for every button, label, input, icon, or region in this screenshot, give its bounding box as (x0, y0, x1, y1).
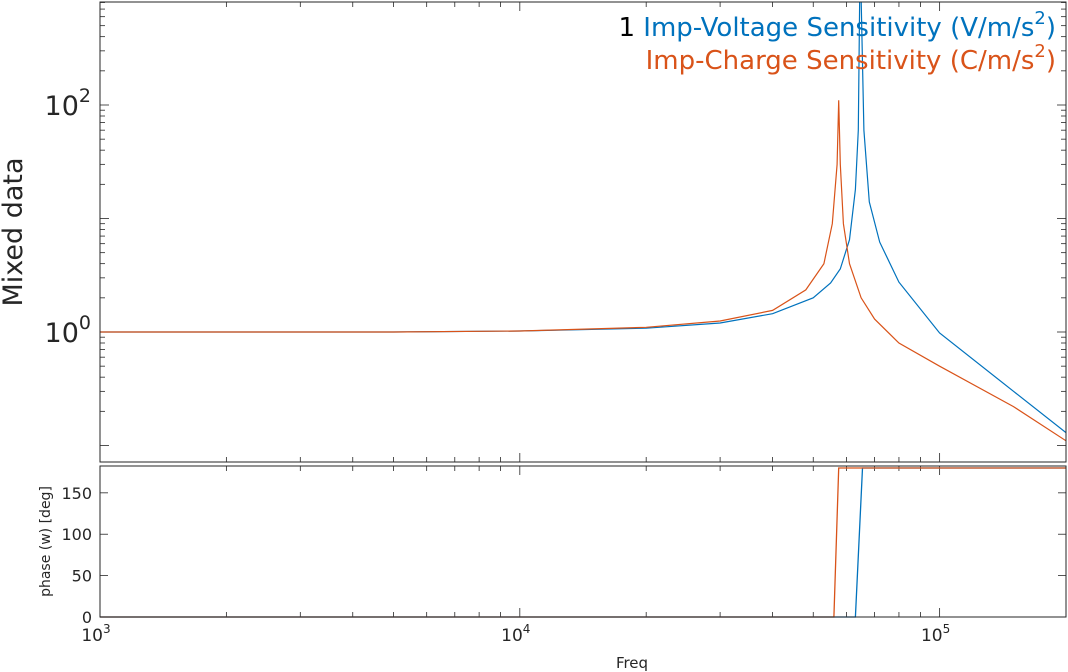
x-tick-label: 105 (921, 622, 950, 646)
magnitude-panel: Mixed data 100 102 1 Imp-Voltage Sensitiv… (0, 1, 1067, 463)
phase-ticks (99, 466, 1067, 618)
x-tick-labels: 103 104 105 (81, 622, 950, 646)
phase-series-line-2 (100, 467, 1066, 618)
phase-panel: phase (w) [deg] Freq 0 50 100 150 103 104 105 (38, 465, 1067, 672)
legend-entry-1: 1 Imp-Voltage Sensitivity (V/m/s2) (618, 8, 1056, 43)
y-tick-label: 102 (45, 85, 91, 122)
phase-y-axis-label: phase (w) [deg] (38, 486, 54, 597)
x-tick-label: 104 (501, 622, 530, 646)
magnitude-series-line-2 (100, 100, 1066, 442)
y-tick-label: 100 (61, 525, 92, 544)
y-tick-label: 0 (82, 608, 92, 627)
legend-prefix: 1 (618, 13, 643, 43)
magnitude-series-lines (100, 2, 1066, 442)
x-tick-label: 103 (81, 622, 110, 646)
phase-series-lines (100, 467, 1066, 618)
magnitude-y-tick-labels: 100 102 (45, 85, 91, 349)
y-tick-label: 100 (45, 312, 91, 349)
phase-axes-box (99, 465, 1067, 618)
y-tick-label: 50 (72, 567, 92, 586)
magnitude-axes-box (99, 1, 1067, 463)
magnitude-series-line-1 (100, 2, 1066, 434)
magnitude-y-axis-label: Mixed data (0, 157, 29, 306)
y-tick-label: 150 (61, 484, 92, 503)
phase-y-tick-labels: 0 50 100 150 (61, 484, 92, 627)
x-axis-label: Freq (616, 654, 648, 672)
legend-entry-2: Imp-Charge Sensitivity (C/m/s2) (646, 41, 1056, 76)
legend: 1 Imp-Voltage Sensitivity (V/m/s2)Imp-Ch… (618, 8, 1056, 76)
phase-series-line-1 (100, 467, 1066, 618)
